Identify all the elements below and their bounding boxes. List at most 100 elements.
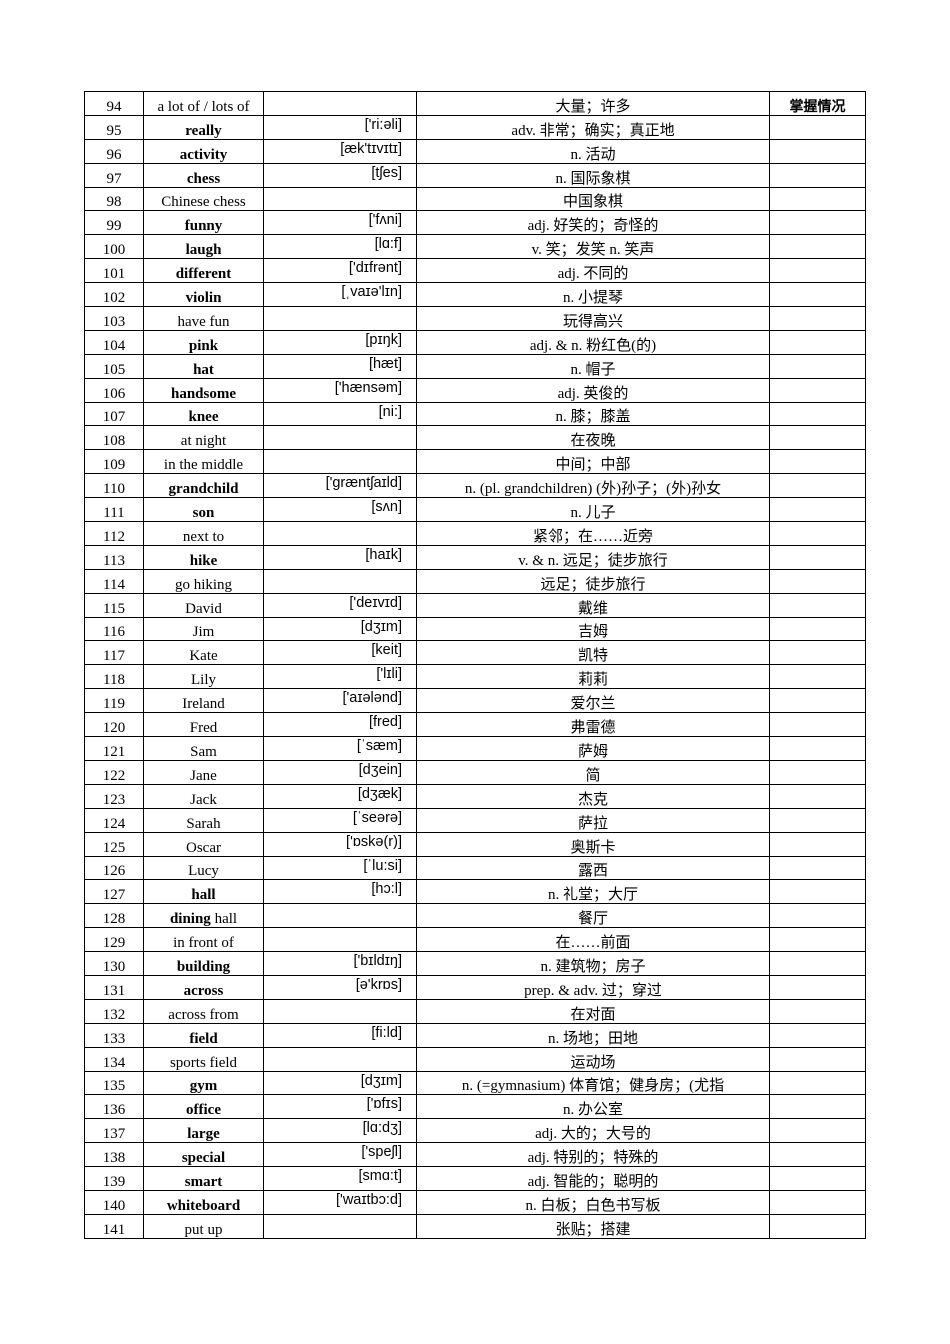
status-cell xyxy=(769,592,866,618)
meaning-cell: adj. 智能的；聪明的 xyxy=(416,1166,770,1191)
meaning-cell: adj. & n. 粉红色(的) xyxy=(416,329,770,355)
table-row: 100 laugh [lɑ:f] v. 笑；发笑 n. 笑声 xyxy=(84,234,866,260)
word-cell: a lot of / lots of xyxy=(143,91,264,116)
row-number: 111 xyxy=(84,497,144,523)
phonetic-cell: [hæt] xyxy=(263,353,417,379)
row-number: 107 xyxy=(84,401,144,427)
phonetic-cell: ['ɒfɪs] xyxy=(263,1094,417,1120)
table-row: 101 different ['dɪfrənt] adj. 不同的 xyxy=(84,258,866,284)
phonetic-cell: ['fʌni] xyxy=(263,210,417,236)
status-cell xyxy=(769,783,866,809)
phonetic-cell: [lɑ:dʒ] xyxy=(263,1118,417,1144)
row-number: 102 xyxy=(84,282,144,308)
row-number: 95 xyxy=(84,114,144,140)
status-cell xyxy=(769,568,866,594)
word-cell: Jane xyxy=(143,759,264,785)
table-row: 94 a lot of / lots of 大量；许多 掌握情况 xyxy=(84,91,866,116)
table-row: 108 at night 在夜晚 xyxy=(84,425,866,451)
word-text: Sam xyxy=(190,743,217,760)
word-text: Fred xyxy=(189,720,218,737)
phonetic-cell: [æk'tɪvɪtɪ] xyxy=(263,138,417,164)
meaning-cell: n. 帽子 xyxy=(416,353,770,379)
phonetic-cell: [lɑ:f] xyxy=(263,234,417,260)
word-cell: whiteboard xyxy=(143,1189,264,1215)
table-row: 113 hike [haɪk] v. & n. 远足；徒步旅行 xyxy=(84,544,866,570)
word-text: in the middle xyxy=(163,457,244,474)
row-number: 94 xyxy=(84,91,144,116)
table-row: 99 funny ['fʌni] adj. 好笑的；奇怪的 xyxy=(84,210,866,236)
word-text: Ireland xyxy=(182,696,225,713)
row-number: 109 xyxy=(84,449,144,475)
row-number: 123 xyxy=(84,783,144,809)
word-cell: really xyxy=(143,114,264,140)
word-text: across xyxy=(183,982,224,999)
table-row: 141 put up 张贴；搭建 xyxy=(84,1213,866,1239)
row-number: 125 xyxy=(84,831,144,857)
table-row: 117 Kate [keit] 凯特 xyxy=(84,640,866,666)
meaning-cell: adv. 非常；确实；真正地 xyxy=(416,114,770,140)
status-cell xyxy=(769,306,866,331)
word-text: Jack xyxy=(190,791,217,808)
word-text: Lucy xyxy=(188,863,219,880)
status-cell xyxy=(769,1166,866,1191)
word-text: hall xyxy=(210,911,238,928)
row-number: 113 xyxy=(84,544,144,570)
word-cell: violin xyxy=(143,282,264,308)
row-number: 132 xyxy=(84,998,144,1024)
word-text: Jane xyxy=(190,767,217,784)
meaning-cell: 中国象棋 xyxy=(416,186,770,212)
word-cell: field xyxy=(143,1022,264,1048)
word-text: different xyxy=(175,266,232,283)
phonetic-cell: [haɪk] xyxy=(263,544,417,570)
status-cell xyxy=(769,688,866,714)
status-cell xyxy=(769,1213,866,1239)
status-cell xyxy=(769,186,866,212)
row-number: 137 xyxy=(84,1118,144,1144)
word-text: go hiking xyxy=(174,576,233,593)
word-text: chess xyxy=(186,170,221,187)
table-row: 105 hat [hæt] n. 帽子 xyxy=(84,353,866,379)
phonetic-cell: ['dɪfrənt] xyxy=(263,258,417,284)
phonetic-cell xyxy=(263,1213,417,1239)
meaning-cell: 莉莉 xyxy=(416,664,770,690)
word-cell: grandchild xyxy=(143,473,264,499)
word-cell: hall xyxy=(143,879,264,905)
phonetic-cell: [fred] xyxy=(263,712,417,738)
meaning-cell: 在……前面 xyxy=(416,927,770,953)
meaning-cell: 在对面 xyxy=(416,998,770,1024)
word-text: whiteboard xyxy=(166,1197,241,1214)
word-cell: sports field xyxy=(143,1046,264,1072)
phonetic-cell: [pɪŋk] xyxy=(263,329,417,355)
meaning-cell: 远足；徒步旅行 xyxy=(416,568,770,594)
word-cell: Jack xyxy=(143,783,264,809)
word-text: office xyxy=(186,1102,221,1119)
status-cell xyxy=(769,234,866,260)
word-cell: Kate xyxy=(143,640,264,666)
phonetic-cell: [dʒæk] xyxy=(263,783,417,809)
word-text: violin xyxy=(185,290,222,307)
row-number: 117 xyxy=(84,640,144,666)
meaning-cell: 张贴；搭建 xyxy=(416,1213,770,1239)
meaning-cell: adj. 不同的 xyxy=(416,258,770,284)
phonetic-cell xyxy=(263,306,417,331)
status-cell xyxy=(769,138,866,164)
row-number: 139 xyxy=(84,1166,144,1191)
meaning-cell: n. (pl. grandchildren) (外)孙子；(外)孙女 xyxy=(416,473,770,499)
phonetic-cell: ['aɪələnd] xyxy=(263,688,417,714)
status-cell: 掌握情况 xyxy=(769,91,866,116)
row-number: 120 xyxy=(84,712,144,738)
table-row: 109 in the middle 中间；中部 xyxy=(84,449,866,475)
row-number: 122 xyxy=(84,759,144,785)
meaning-cell: n. 国际象棋 xyxy=(416,162,770,188)
word-cell: handsome xyxy=(143,377,264,403)
word-text: smart xyxy=(184,1173,223,1190)
meaning-cell: 简 xyxy=(416,759,770,785)
table-row: 121 Sam [ˈsæm] 萨姆 xyxy=(84,736,866,761)
word-text: a lot of / lots of xyxy=(157,98,250,115)
meaning-cell: 弗雷德 xyxy=(416,712,770,738)
word-cell: smart xyxy=(143,1166,264,1191)
word-text: large xyxy=(187,1126,220,1143)
meaning-cell: 餐厅 xyxy=(416,903,770,929)
status-cell xyxy=(769,449,866,475)
meaning-cell: 中间；中部 xyxy=(416,449,770,475)
